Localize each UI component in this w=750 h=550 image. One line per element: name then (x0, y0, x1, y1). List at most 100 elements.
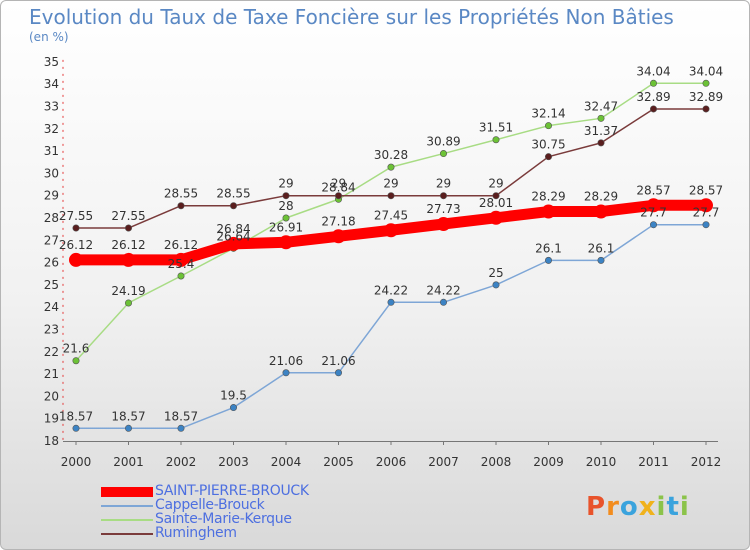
legend-label: SAINT-PIERRE-BROUCK (155, 483, 309, 499)
x-tick-label: 2001 (113, 455, 144, 469)
data-point (331, 229, 346, 244)
data-point (699, 198, 713, 213)
data-label: 28.01 (479, 196, 513, 210)
data-point (279, 235, 293, 250)
data-label: 21.6 (63, 342, 90, 356)
data-point (544, 122, 552, 130)
data-label: 28.84 (321, 180, 355, 194)
x-tick-label: 2005 (323, 455, 354, 469)
data-label: 32.89 (636, 90, 670, 104)
data-label: 28.55 (164, 187, 198, 201)
data-point (439, 150, 447, 158)
y-tick-label: 29 (44, 189, 59, 203)
data-label: 18.57 (111, 409, 145, 423)
data-point (597, 114, 605, 122)
legend-swatch (101, 533, 153, 535)
data-label: 21.06 (321, 354, 355, 368)
data-label: 27.7 (693, 206, 720, 220)
data-label: 26.91 (269, 220, 303, 234)
data-point (387, 163, 395, 171)
data-point (649, 105, 657, 113)
data-label: 28.29 (531, 190, 565, 204)
data-label: 27.55 (59, 209, 93, 223)
data-point (597, 139, 605, 147)
data-label: 29 (383, 177, 398, 191)
data-label: 31.51 (479, 121, 513, 135)
logo-letter: i (656, 492, 667, 522)
data-point (436, 217, 451, 232)
data-label: 32.14 (531, 107, 565, 121)
logo-letter: i (679, 492, 690, 522)
data-point (594, 204, 608, 219)
y-tick-label: 34 (44, 77, 59, 91)
y-tick-label: 28 (44, 211, 59, 225)
data-label: 26.12 (59, 238, 93, 252)
data-point (282, 369, 290, 377)
data-point (492, 281, 500, 289)
data-label: 30.75 (531, 138, 565, 152)
data-label: 26.64 (216, 229, 250, 243)
data-label: 28.57 (636, 183, 670, 197)
data-label: 18.57 (164, 409, 198, 423)
data-label: 27.45 (374, 208, 408, 222)
data-label: 27.55 (111, 209, 145, 223)
y-tick-label: 30 (44, 166, 59, 180)
data-label: 27.7 (640, 206, 667, 220)
y-tick-label: 19 (44, 412, 59, 426)
data-point (439, 298, 447, 306)
y-tick-label: 18 (44, 434, 59, 448)
y-tick-label: 26 (44, 256, 59, 270)
data-label: 30.28 (374, 148, 408, 162)
data-point (544, 153, 552, 161)
data-point (230, 404, 238, 412)
y-tick-label: 22 (44, 345, 59, 359)
data-point (177, 424, 185, 432)
data-label: 26.84 (216, 222, 250, 236)
data-point (541, 204, 556, 219)
data-point (334, 369, 342, 377)
legend-swatch (101, 519, 153, 521)
y-tick-label: 33 (44, 100, 59, 114)
data-point (489, 210, 503, 225)
data-label: 26.12 (111, 238, 145, 252)
data-label: 24.22 (426, 283, 460, 297)
data-label: 24.22 (374, 283, 408, 297)
data-label: 25.4 (168, 257, 195, 271)
data-point (334, 192, 342, 200)
y-tick-label: 21 (44, 367, 59, 381)
data-point (492, 192, 500, 200)
y-tick-label: 23 (44, 323, 59, 337)
series-ruminghem (72, 105, 710, 232)
data-label: 24.19 (111, 284, 145, 298)
data-point (384, 223, 398, 238)
data-point (597, 256, 605, 264)
data-label: 18.57 (59, 409, 93, 423)
data-label: 28 (278, 199, 293, 213)
data-label: 28.29 (584, 190, 618, 204)
data-point (125, 299, 133, 307)
x-tick-label: 2002 (166, 455, 197, 469)
data-label: 29 (488, 177, 503, 191)
x-tick-label: 2007 (428, 455, 459, 469)
data-point (646, 198, 661, 213)
data-label: 21.06 (269, 354, 303, 368)
x-tick-label: 2008 (481, 455, 512, 469)
y-tick-label: 24 (44, 300, 59, 314)
data-label: 27.73 (426, 202, 460, 216)
data-point (230, 202, 238, 210)
chart-title: Evolution du Taux de Taxe Foncière sur l… (29, 5, 674, 29)
y-tick-label: 32 (44, 122, 59, 136)
data-point (702, 105, 710, 113)
data-label: 29 (278, 177, 293, 191)
data-point (177, 272, 185, 280)
data-label: 26.1 (535, 241, 562, 255)
x-tick-label: 2004 (271, 455, 302, 469)
data-label: 32.47 (584, 99, 618, 113)
data-label: 28.55 (216, 187, 250, 201)
x-tick-label: 2000 (61, 455, 92, 469)
data-point (387, 192, 395, 200)
data-label: 30.89 (426, 135, 460, 149)
data-point (649, 79, 657, 87)
